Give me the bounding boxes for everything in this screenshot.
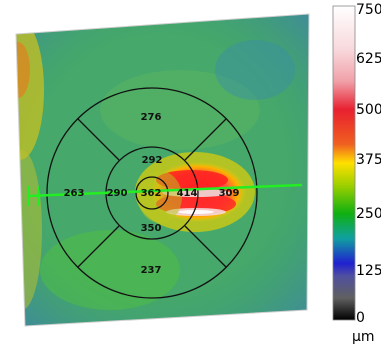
sector-values: 362 292 290 414 350 276 263 309 237	[64, 112, 240, 276]
sector-inner-temporal-value: 290	[107, 188, 128, 199]
sector-center-value: 362	[141, 188, 162, 199]
grid-diagonal	[184, 225, 227, 268]
sector-outer-inferior-value: 237	[141, 265, 162, 276]
sector-inner-superior-value: 292	[142, 155, 163, 166]
scale-label-0: 0	[356, 310, 365, 326]
color-scale: 750 625 500 375 250 125 0 µm	[332, 2, 381, 345]
etdrs-grid	[46, 87, 258, 299]
sector-inner-nasal-value: 414	[177, 188, 198, 199]
scale-label-375: 375	[356, 152, 381, 168]
scale-label-250: 250	[356, 206, 381, 222]
scale-label-500: 500	[356, 102, 381, 118]
scale-label-625: 625	[356, 51, 381, 67]
sector-outer-temporal-value: 263	[64, 188, 85, 199]
grid-center-ring	[135, 176, 169, 210]
sector-outer-superior-value: 276	[141, 112, 162, 123]
scan-line[interactable]	[27, 183, 303, 206]
color-scale-bar	[332, 5, 356, 321]
scale-label-125: 125	[356, 263, 381, 279]
scale-label-750: 750	[356, 2, 381, 18]
thickness-map-border	[15, 13, 310, 327]
grid-outer-ring	[46, 87, 258, 299]
sector-outer-nasal-value: 309	[219, 188, 240, 199]
grid-diagonal	[77, 118, 120, 161]
scale-unit-label: µm	[352, 329, 375, 345]
grid-diagonal	[184, 118, 227, 161]
grid-diagonal	[77, 225, 120, 268]
thickness-heatmap	[16, 14, 309, 326]
sector-inner-inferior-value: 350	[141, 223, 162, 234]
